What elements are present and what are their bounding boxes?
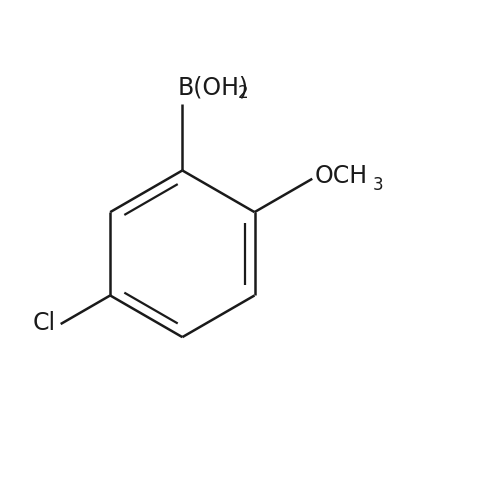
Text: B(OH): B(OH) <box>178 76 249 100</box>
Text: OCH: OCH <box>315 164 368 188</box>
Text: 2: 2 <box>238 84 248 103</box>
Text: Cl: Cl <box>33 311 56 335</box>
Text: 3: 3 <box>373 176 383 194</box>
